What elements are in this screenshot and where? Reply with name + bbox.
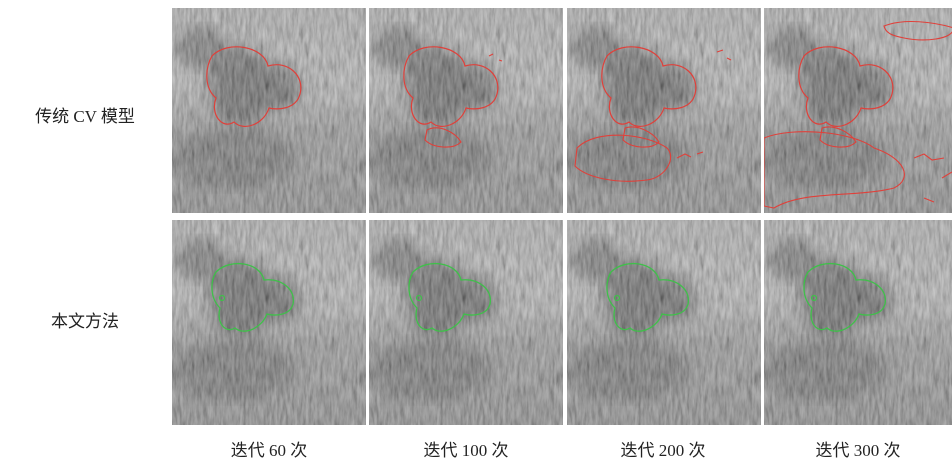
column-labels: 迭代 60 次 迭代 100 次 迭代 200 次 迭代 300 次 [231, 441, 901, 460]
contour [415, 294, 423, 302]
image-panel [567, 8, 761, 213]
contour [424, 127, 462, 148]
contour [218, 294, 226, 302]
speckle [567, 220, 761, 425]
image-panel [764, 8, 952, 213]
image-panel [172, 220, 366, 425]
contour [408, 262, 492, 332]
speckle [369, 220, 563, 425]
column-label: 迭代 200 次 [621, 441, 706, 460]
column-label: 迭代 100 次 [424, 441, 509, 460]
speckle [172, 8, 366, 213]
contour [810, 294, 818, 302]
contour [819, 126, 857, 148]
contour [622, 126, 660, 148]
row-labels: 传统 CV 模型 本文方法 [35, 107, 135, 331]
column-label: 迭代 60 次 [231, 441, 308, 460]
contour [913, 153, 952, 203]
image-panel [567, 220, 761, 425]
row-label: 本文方法 [51, 312, 119, 331]
contour [613, 294, 621, 302]
image-panel [172, 8, 366, 213]
contour [764, 131, 905, 209]
column-label: 迭代 300 次 [816, 441, 901, 460]
speckle [172, 220, 366, 425]
speckle [369, 8, 563, 213]
speckle [764, 8, 952, 213]
contour [574, 134, 672, 182]
contour [676, 49, 732, 159]
image-panel [369, 220, 563, 425]
image-panel [369, 8, 563, 213]
contour [403, 46, 499, 127]
image-panel [764, 220, 952, 425]
contour [606, 262, 690, 332]
contour [488, 53, 503, 62]
speckle [567, 8, 761, 213]
contour [798, 46, 894, 127]
speckle [764, 220, 952, 425]
contour [206, 46, 302, 127]
contour [803, 262, 887, 332]
contour [601, 46, 697, 127]
contour [211, 262, 295, 332]
contour [883, 21, 952, 41]
row-label: 传统 CV 模型 [35, 107, 135, 126]
